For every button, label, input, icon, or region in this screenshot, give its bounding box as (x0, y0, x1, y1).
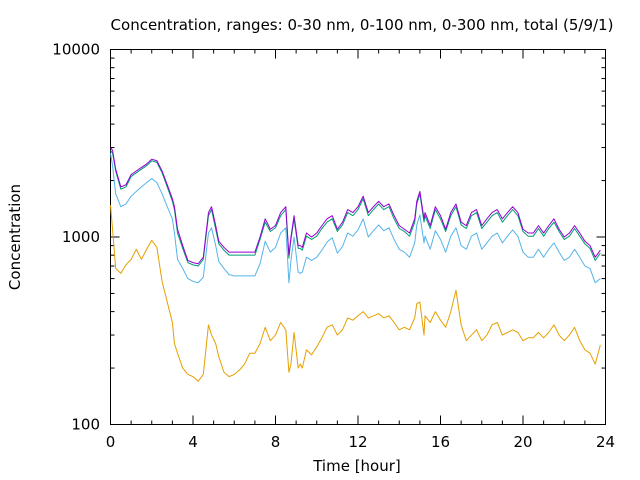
y-tick-labels: 100 1000 10000 (52, 41, 100, 434)
series-0-100nm (110, 153, 601, 284)
x-tick-label-12: 12 (348, 433, 367, 451)
chart-title: Concentration, ranges: 0-30 nm, 0-100 nm… (111, 16, 614, 34)
x-tick-label-24: 24 (596, 433, 615, 451)
plot-frame (110, 49, 606, 425)
series-layer (110, 147, 601, 382)
y-axis-label: Concentration (6, 184, 24, 290)
x-tick-label-20: 20 (513, 433, 532, 451)
y-axis (110, 49, 606, 425)
series-0-30nm (110, 205, 601, 382)
x-axis (110, 49, 606, 425)
x-tick-labels: 0 4 8 12 16 20 24 (106, 433, 615, 451)
x-axis-label: Time [hour] (312, 457, 401, 475)
x-tick-label-8: 8 (271, 433, 281, 451)
x-tick-label-4: 4 (188, 433, 198, 451)
y-tick-label-10000: 10000 (52, 41, 100, 59)
series-total (110, 147, 601, 265)
y-tick-label-1000: 1000 (62, 228, 100, 246)
series-0-300nm (110, 150, 601, 267)
y-tick-label-100: 100 (71, 416, 100, 434)
x-tick-label-0: 0 (106, 433, 116, 451)
x-tick-label-16: 16 (431, 433, 450, 451)
